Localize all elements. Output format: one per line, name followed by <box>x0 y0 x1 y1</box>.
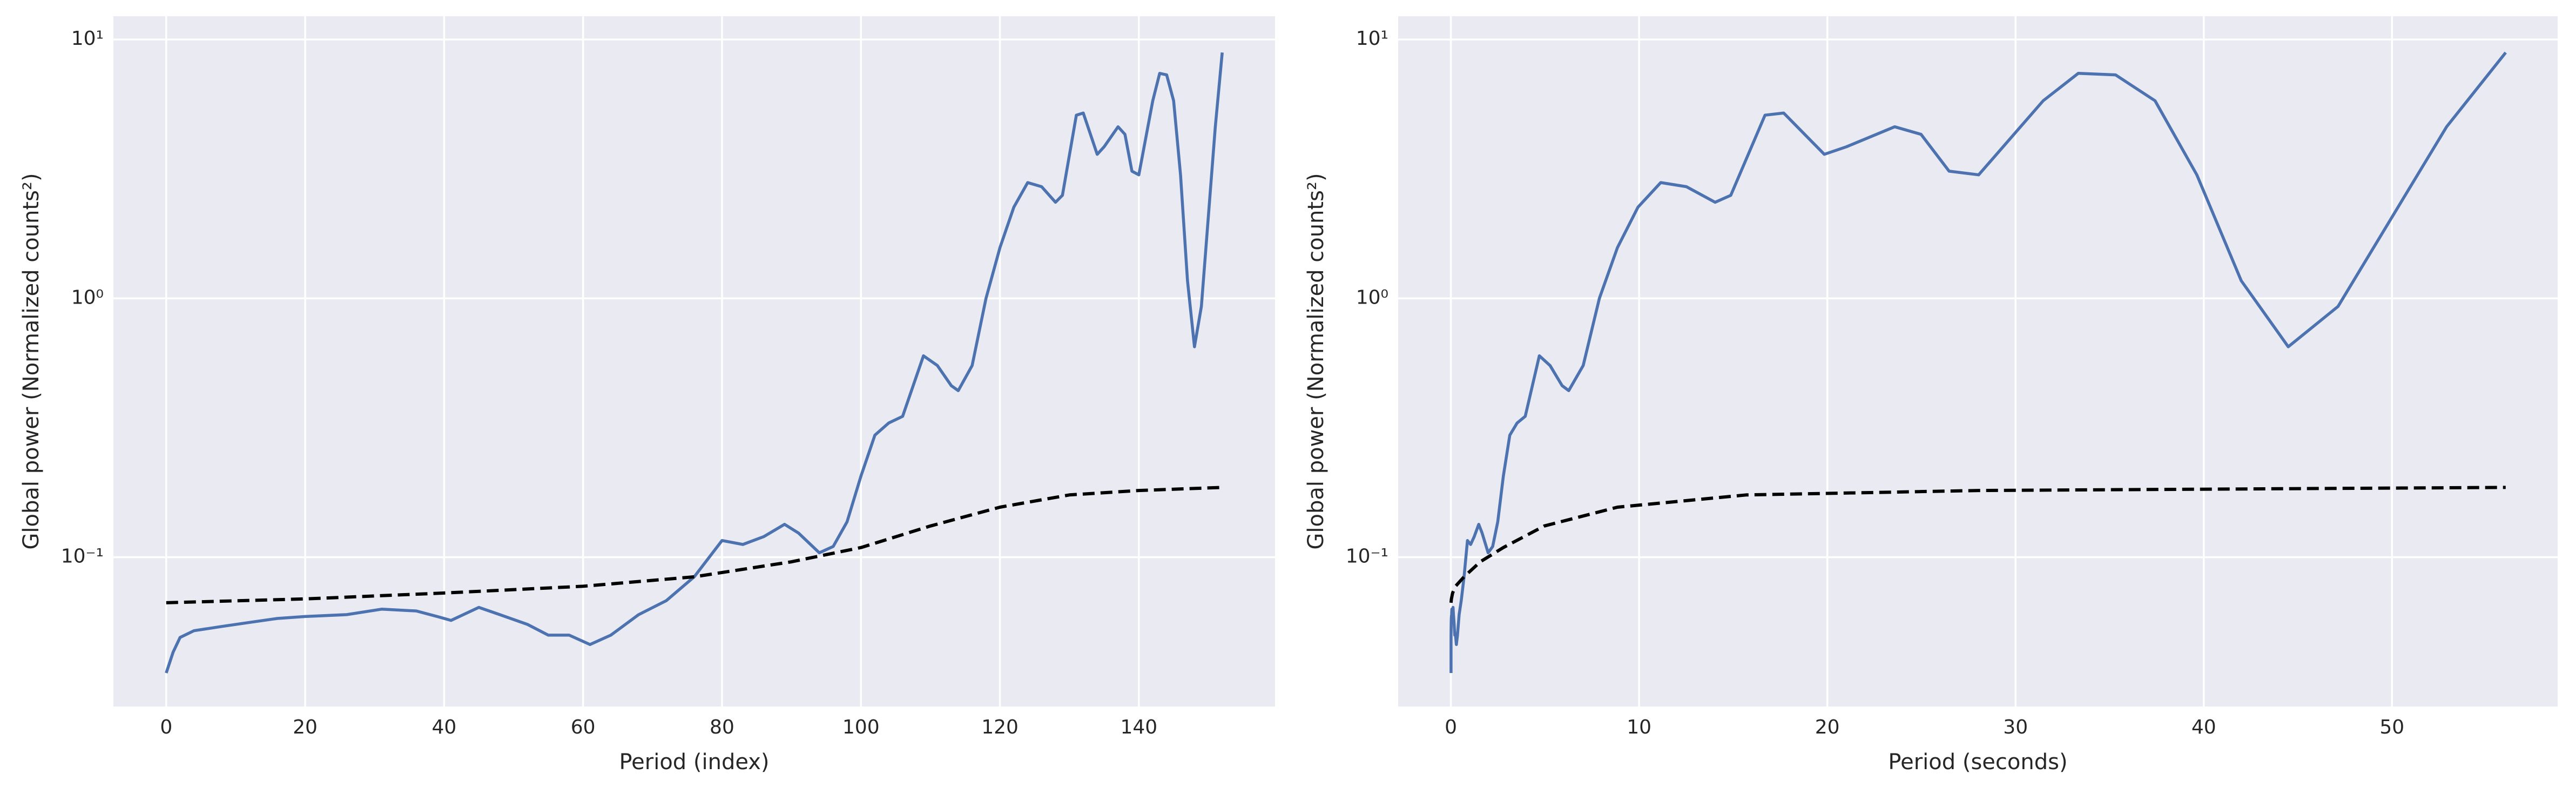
x-tick-label: 80 <box>710 716 734 738</box>
x-tick-label: 20 <box>1815 716 1840 738</box>
y-tick-label: 10⁻¹ <box>61 546 104 568</box>
chart: 0 20 40 60 80 100 120 140 10⁻¹ 10⁰ 10¹ Period (inde… <box>19 16 1275 775</box>
x-tick-label: 140 <box>1120 716 1157 738</box>
chart: 0 10 20 30 40 50 10⁻¹ 10⁰ 10¹ Period (seconds) Glo… <box>1304 16 2558 775</box>
x-tick-label: 0 <box>160 716 172 738</box>
dashed-line <box>166 486 1223 604</box>
x-tick-label: 40 <box>431 716 456 738</box>
data-line <box>165 52 1224 674</box>
x-tick-label: 40 <box>2191 716 2216 738</box>
y-tick-label: 10⁰ <box>1356 286 1388 308</box>
y-axis-label: Global power (Normalized counts²) <box>19 173 44 549</box>
x-tick-label: 100 <box>842 716 880 738</box>
x-tick-label: 120 <box>981 716 1019 738</box>
plot-background <box>1398 16 2558 706</box>
x-tick-label: 20 <box>293 716 318 738</box>
y-tick-label: 10⁻¹ <box>1346 546 1388 568</box>
plot-background <box>113 16 1275 706</box>
x-tick-label: 10 <box>1627 716 1651 738</box>
x-tick-label: 50 <box>2379 716 2404 738</box>
x-tick-label: 0 <box>1445 716 1457 738</box>
data-line <box>1449 51 2507 673</box>
y-axis-label: Global power (Normalized counts²) <box>1304 173 1329 549</box>
x-axis-label: Period (index) <box>619 750 769 775</box>
dashed-line <box>1449 486 2506 603</box>
x-tick-label: 60 <box>571 716 596 738</box>
y-tick-label: 10⁰ <box>71 286 104 308</box>
y-tick-label: 10¹ <box>71 28 104 50</box>
x-axis-label: Period (seconds) <box>1888 750 2067 775</box>
y-tick-label: 10¹ <box>1356 28 1388 50</box>
x-tick-label: 30 <box>2003 716 2028 738</box>
